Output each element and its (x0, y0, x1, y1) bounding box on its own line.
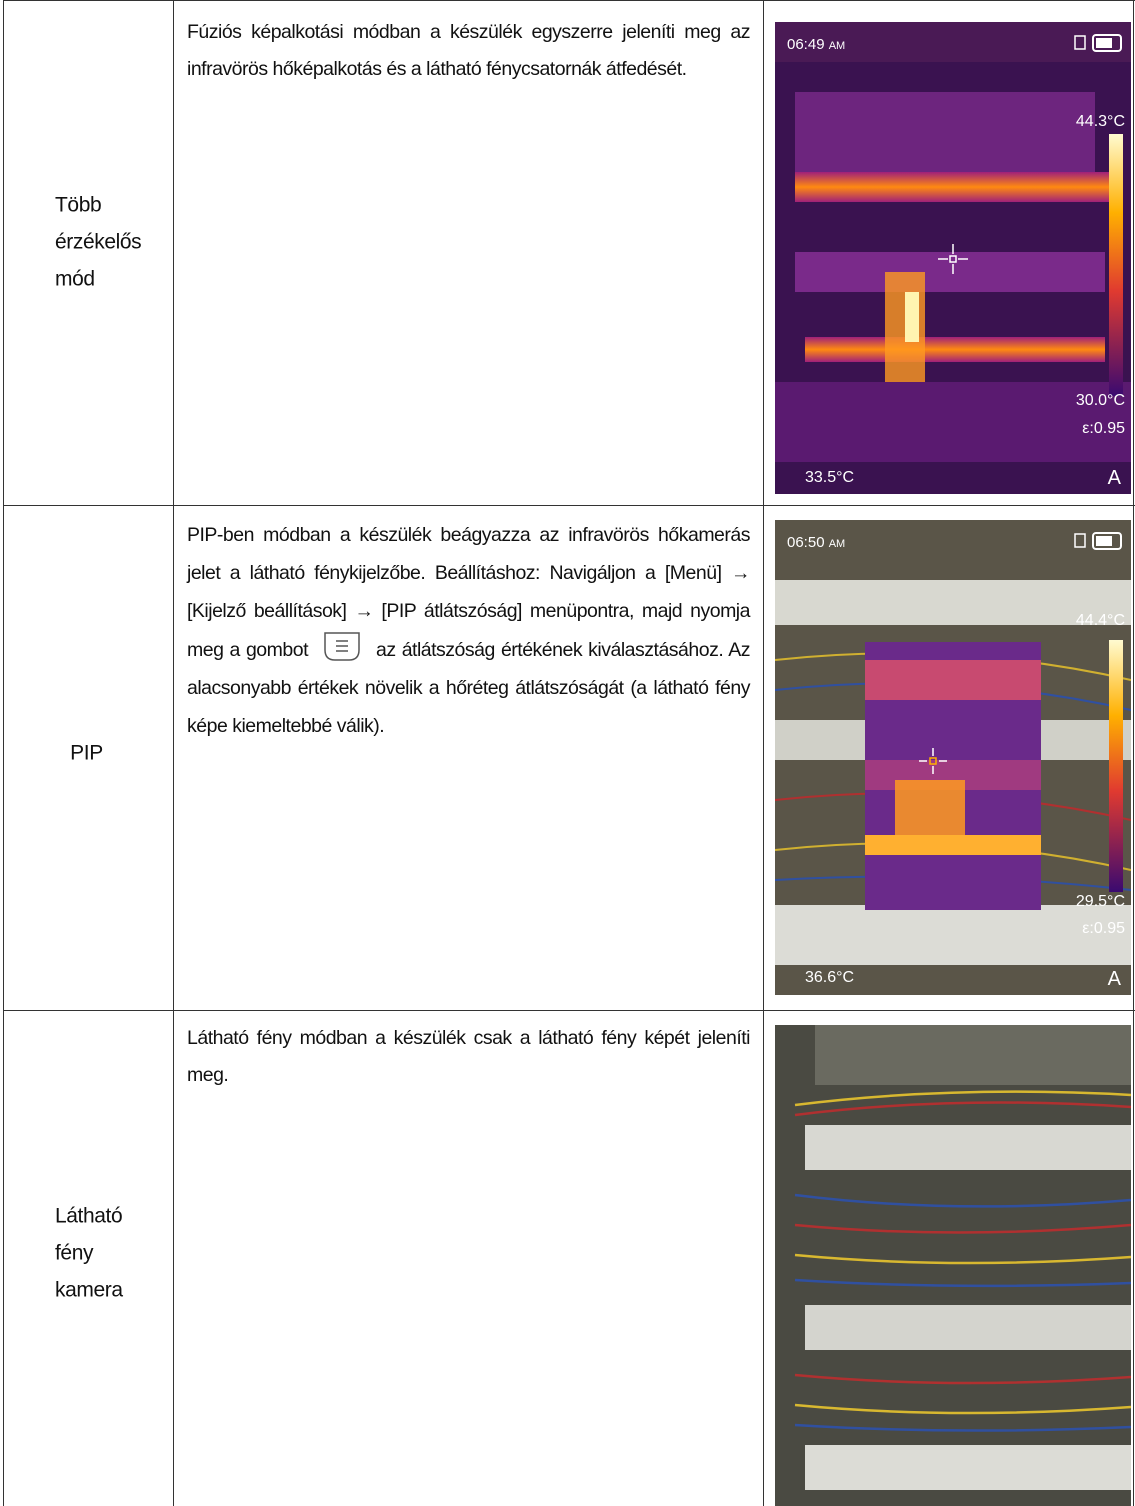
description-text: az átlátszóság értékének kiválasztásához… (187, 639, 751, 737)
menu-button-icon (324, 632, 360, 661)
emissivity: ε:0.95 (1082, 420, 1125, 437)
border (173, 0, 174, 1506)
fusion-image: 06:49 AM 44.3°C 30.0°C ε:0.95 33.5°C A (775, 22, 1131, 494)
time: 06:50 (787, 534, 825, 551)
row-description: PIP-ben módban a készülék beágyazza az i… (187, 516, 751, 745)
svg-text:06:50 AM: 06:50 AM (787, 534, 845, 551)
pip-image: 06:50 AM 44.4°C 29.5°C ε:0.95 36.6°C A (775, 520, 1131, 995)
border (3, 505, 1135, 506)
row-label: Több érzékelős mód (55, 193, 142, 291)
max-temp: 44.4°C (1076, 612, 1125, 629)
row-label: PIP (70, 741, 103, 765)
mode: A (1108, 467, 1122, 489)
spot-temp: 33.5°C (805, 469, 854, 486)
description-text: PIP-ben módban a készülék beágyazza az i… (187, 524, 751, 661)
spot-temp: 36.6°C (805, 969, 854, 986)
min-temp: 29.5°C (1076, 893, 1125, 910)
meridiem: AM (829, 538, 846, 550)
visible-image (775, 1025, 1131, 1506)
meridiem: AM (829, 40, 846, 52)
row-description: Látható fény módban a készülék csak a lá… (187, 1027, 751, 1086)
min-temp: 30.0°C (1076, 392, 1125, 409)
row-description: Fúziós képalkotási módban a készülék egy… (187, 21, 751, 80)
mode: A (1108, 968, 1122, 990)
emissivity: ε:0.95 (1082, 920, 1125, 937)
border (1133, 0, 1134, 1506)
border (3, 1010, 1135, 1011)
time: 06:49 (787, 36, 825, 53)
border (3, 0, 1135, 1)
svg-text:06:49 AM: 06:49 AM (787, 36, 845, 53)
border (763, 0, 764, 1506)
row-label: Látható fény kamera (55, 1204, 123, 1302)
border (3, 0, 4, 1506)
max-temp: 44.3°C (1076, 113, 1125, 130)
